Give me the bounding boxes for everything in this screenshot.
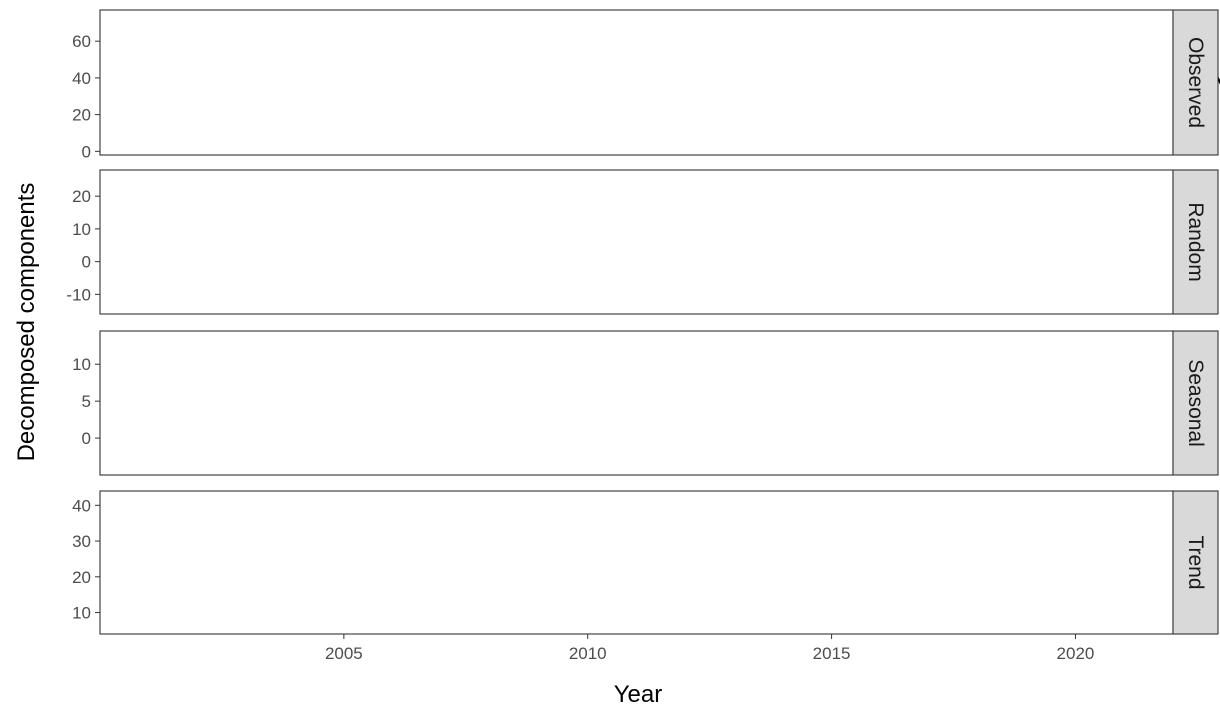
y-tick-label: 5 (82, 392, 91, 411)
x-axis-title: Year (614, 681, 663, 706)
y-tick-label: 20 (72, 568, 91, 587)
y-tick-label: 0 (82, 142, 91, 161)
panel-seasonal: 0 5 10 Seasonal (72, 330, 1219, 476)
y-tick-label: 10 (72, 220, 91, 239)
y-tick-label: 30 (72, 532, 91, 551)
facet-label-seasonal: Seasonal (1184, 359, 1207, 447)
y-tick-label: 0 (82, 253, 91, 272)
facet-strip-seasonal (1172, 330, 1219, 476)
panel-border (99, 9, 1174, 156)
facet-label-observed: Observed (1184, 37, 1207, 128)
y-tick-label: 40 (72, 69, 91, 88)
panel-border (99, 490, 1174, 635)
x-tick-label: 2010 (569, 644, 607, 663)
y-tick-label: 60 (72, 32, 91, 51)
facet-strip-trend (1172, 490, 1219, 635)
panel-border (99, 330, 1174, 476)
y-tick-label: 0 (82, 429, 91, 448)
y-tick-label: 20 (72, 187, 91, 206)
y-tick-label: 20 (72, 106, 91, 125)
x-axis: 2005 2010 2015 2020 (325, 634, 1094, 663)
y-tick-label: 10 (72, 604, 91, 623)
panels-layer: 0 20 40 60 Observed -10 0 10 20 Random 0 5 10 Seasona… (66, 9, 1220, 635)
x-tick-label: 2015 (813, 644, 851, 663)
x-tick-label: 2020 (1057, 644, 1095, 663)
panel-observed: 0 20 40 60 Observed (72, 9, 1220, 161)
y-axis-title: Decomposed components (13, 183, 40, 462)
facet-label-trend: Trend (1184, 535, 1207, 589)
facet-strip-observed (1172, 9, 1219, 156)
panel-trend: 10 20 30 40 Trend (72, 490, 1219, 635)
x-tick-label: 2005 (325, 644, 363, 663)
panel-border (99, 169, 1174, 315)
y-tick-label: -10 (66, 285, 91, 304)
y-tick-label: 40 (72, 496, 91, 515)
panel-random: -10 0 10 20 Random (66, 169, 1219, 315)
facet-strip-random (1172, 169, 1219, 315)
y-tick-label: 10 (72, 355, 91, 374)
facet-label-random: Random (1184, 202, 1207, 281)
